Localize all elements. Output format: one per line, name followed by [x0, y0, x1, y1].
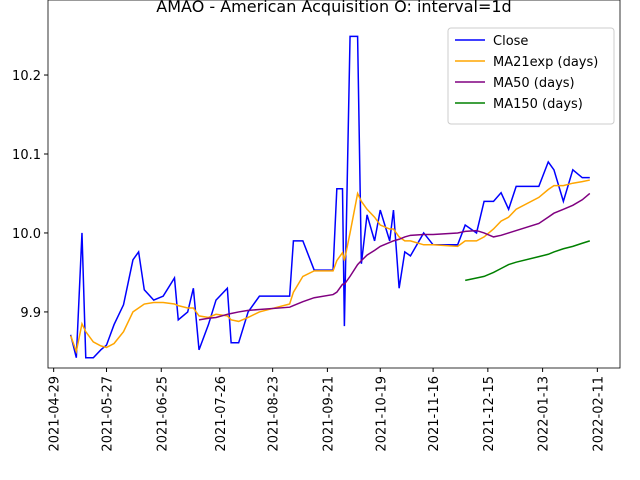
legend-label: MA21exp (days) [493, 55, 598, 70]
y-tick-label: 10.2 [12, 69, 41, 84]
x-tick-label: 2021-12-15 [482, 376, 497, 452]
x-tick-label: 2021-05-27 [101, 376, 116, 452]
legend-label: MA50 (days) [493, 76, 575, 91]
x-tick-label: 2021-09-21 [321, 376, 336, 452]
y-tick-label: 9.9 [20, 306, 41, 321]
x-tick-label: 2021-04-29 [48, 376, 63, 452]
x-tick-label: 2021-06-25 [155, 376, 170, 452]
series-line [198, 192, 591, 321]
legend-box [447, 27, 615, 125]
x-tick-label: 2022-01-13 [537, 376, 552, 452]
x-tick-label: 2021-07-26 [214, 376, 229, 452]
legend-label: Close [493, 34, 528, 49]
x-tick-label: 2021-08-23 [267, 376, 282, 452]
x-tick-label: 2021-11-16 [427, 376, 442, 452]
axes-frame [47, 0, 621, 369]
y-tick-label: 10.1 [12, 148, 41, 163]
series-line [69, 35, 590, 359]
series-line [69, 179, 590, 355]
series-line [465, 240, 591, 282]
chart-title: AMAO - American Acquisition O: interval=… [156, 0, 511, 16]
x-tick-label: 2022-02-11 [591, 376, 606, 452]
legend-label: MA150 (days) [493, 97, 583, 112]
x-tick-label: 2021-10-19 [374, 376, 389, 452]
y-tick-label: 10.0 [12, 227, 41, 242]
